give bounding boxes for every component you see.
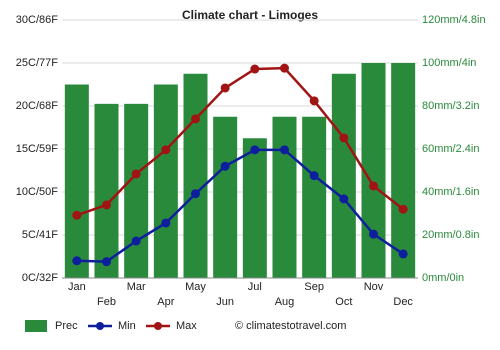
chart-title: Climate chart - Limoges [182, 8, 318, 22]
point [398, 249, 408, 259]
point [369, 181, 378, 191]
bar [361, 63, 386, 278]
x-tick-label: Mar [127, 281, 146, 293]
y2-tick-label: 20mm/0.8in [422, 229, 479, 241]
point [398, 204, 408, 214]
y2-tick-label: 80mm/3.2in [422, 100, 479, 112]
x-tick-label: Dec [393, 296, 413, 308]
y2-tick-label: 120mm/4.8in [422, 14, 486, 26]
x-tick-label: Jul [248, 281, 262, 293]
x-tick-label: Feb [97, 296, 116, 308]
x-tick-label: Sep [304, 281, 324, 293]
bar [302, 116, 327, 278]
point [280, 63, 289, 73]
point [220, 83, 230, 93]
y2-tick-label: 0mm/0in [422, 272, 464, 284]
legend-swatch [96, 322, 104, 330]
point [339, 133, 349, 143]
legend-swatch [154, 322, 162, 330]
point [191, 114, 200, 124]
x-tick-label: Aug [275, 296, 295, 308]
bar [124, 103, 149, 278]
credit: © climatestotravel.com [235, 320, 346, 332]
point [72, 256, 82, 266]
point [369, 229, 378, 239]
bar [391, 63, 416, 278]
bar [153, 84, 178, 278]
line [76, 148, 404, 263]
y2-tick-label: 40mm/1.6in [422, 186, 479, 198]
point [131, 169, 141, 179]
bar [94, 103, 119, 278]
x-tick-label: Apr [157, 296, 174, 308]
legend-swatch [25, 320, 47, 332]
y2-tick-label: 100mm/4in [422, 57, 476, 69]
x-tick-label: Jan [68, 281, 86, 293]
legend-label: Max [176, 320, 197, 332]
bar [64, 84, 89, 278]
point [191, 189, 200, 199]
point [102, 200, 111, 210]
point [220, 161, 230, 171]
y-tick-label: 15C/59F [16, 143, 58, 155]
bar [242, 138, 267, 278]
x-tick-label: Nov [364, 281, 384, 293]
legend-label: Prec [55, 320, 78, 332]
point [309, 171, 319, 181]
x-tick-label: Oct [335, 296, 352, 308]
point [280, 145, 289, 155]
point [161, 145, 171, 155]
y-tick-label: 10C/50F [16, 186, 58, 198]
point [250, 64, 260, 74]
point [309, 96, 319, 106]
line [76, 66, 404, 217]
bar [272, 116, 297, 278]
point [131, 236, 141, 246]
point [339, 194, 349, 204]
bar [213, 116, 238, 278]
point [250, 145, 260, 155]
y-tick-label: 30C/86F [16, 14, 58, 26]
bar [331, 73, 356, 278]
bar [183, 73, 208, 278]
y-tick-label: 5C/41F [22, 229, 58, 241]
x-tick-label: Jun [216, 296, 234, 308]
y-tick-label: 20C/68F [16, 100, 58, 112]
y-tick-label: 25C/77F [16, 57, 58, 69]
point [161, 218, 171, 228]
point [72, 210, 82, 220]
x-tick-label: May [185, 281, 206, 293]
y2-tick-label: 60mm/2.4in [422, 143, 479, 155]
y-tick-label: 0C/32F [22, 272, 58, 284]
legend-label: Min [118, 320, 136, 332]
point [102, 257, 111, 267]
